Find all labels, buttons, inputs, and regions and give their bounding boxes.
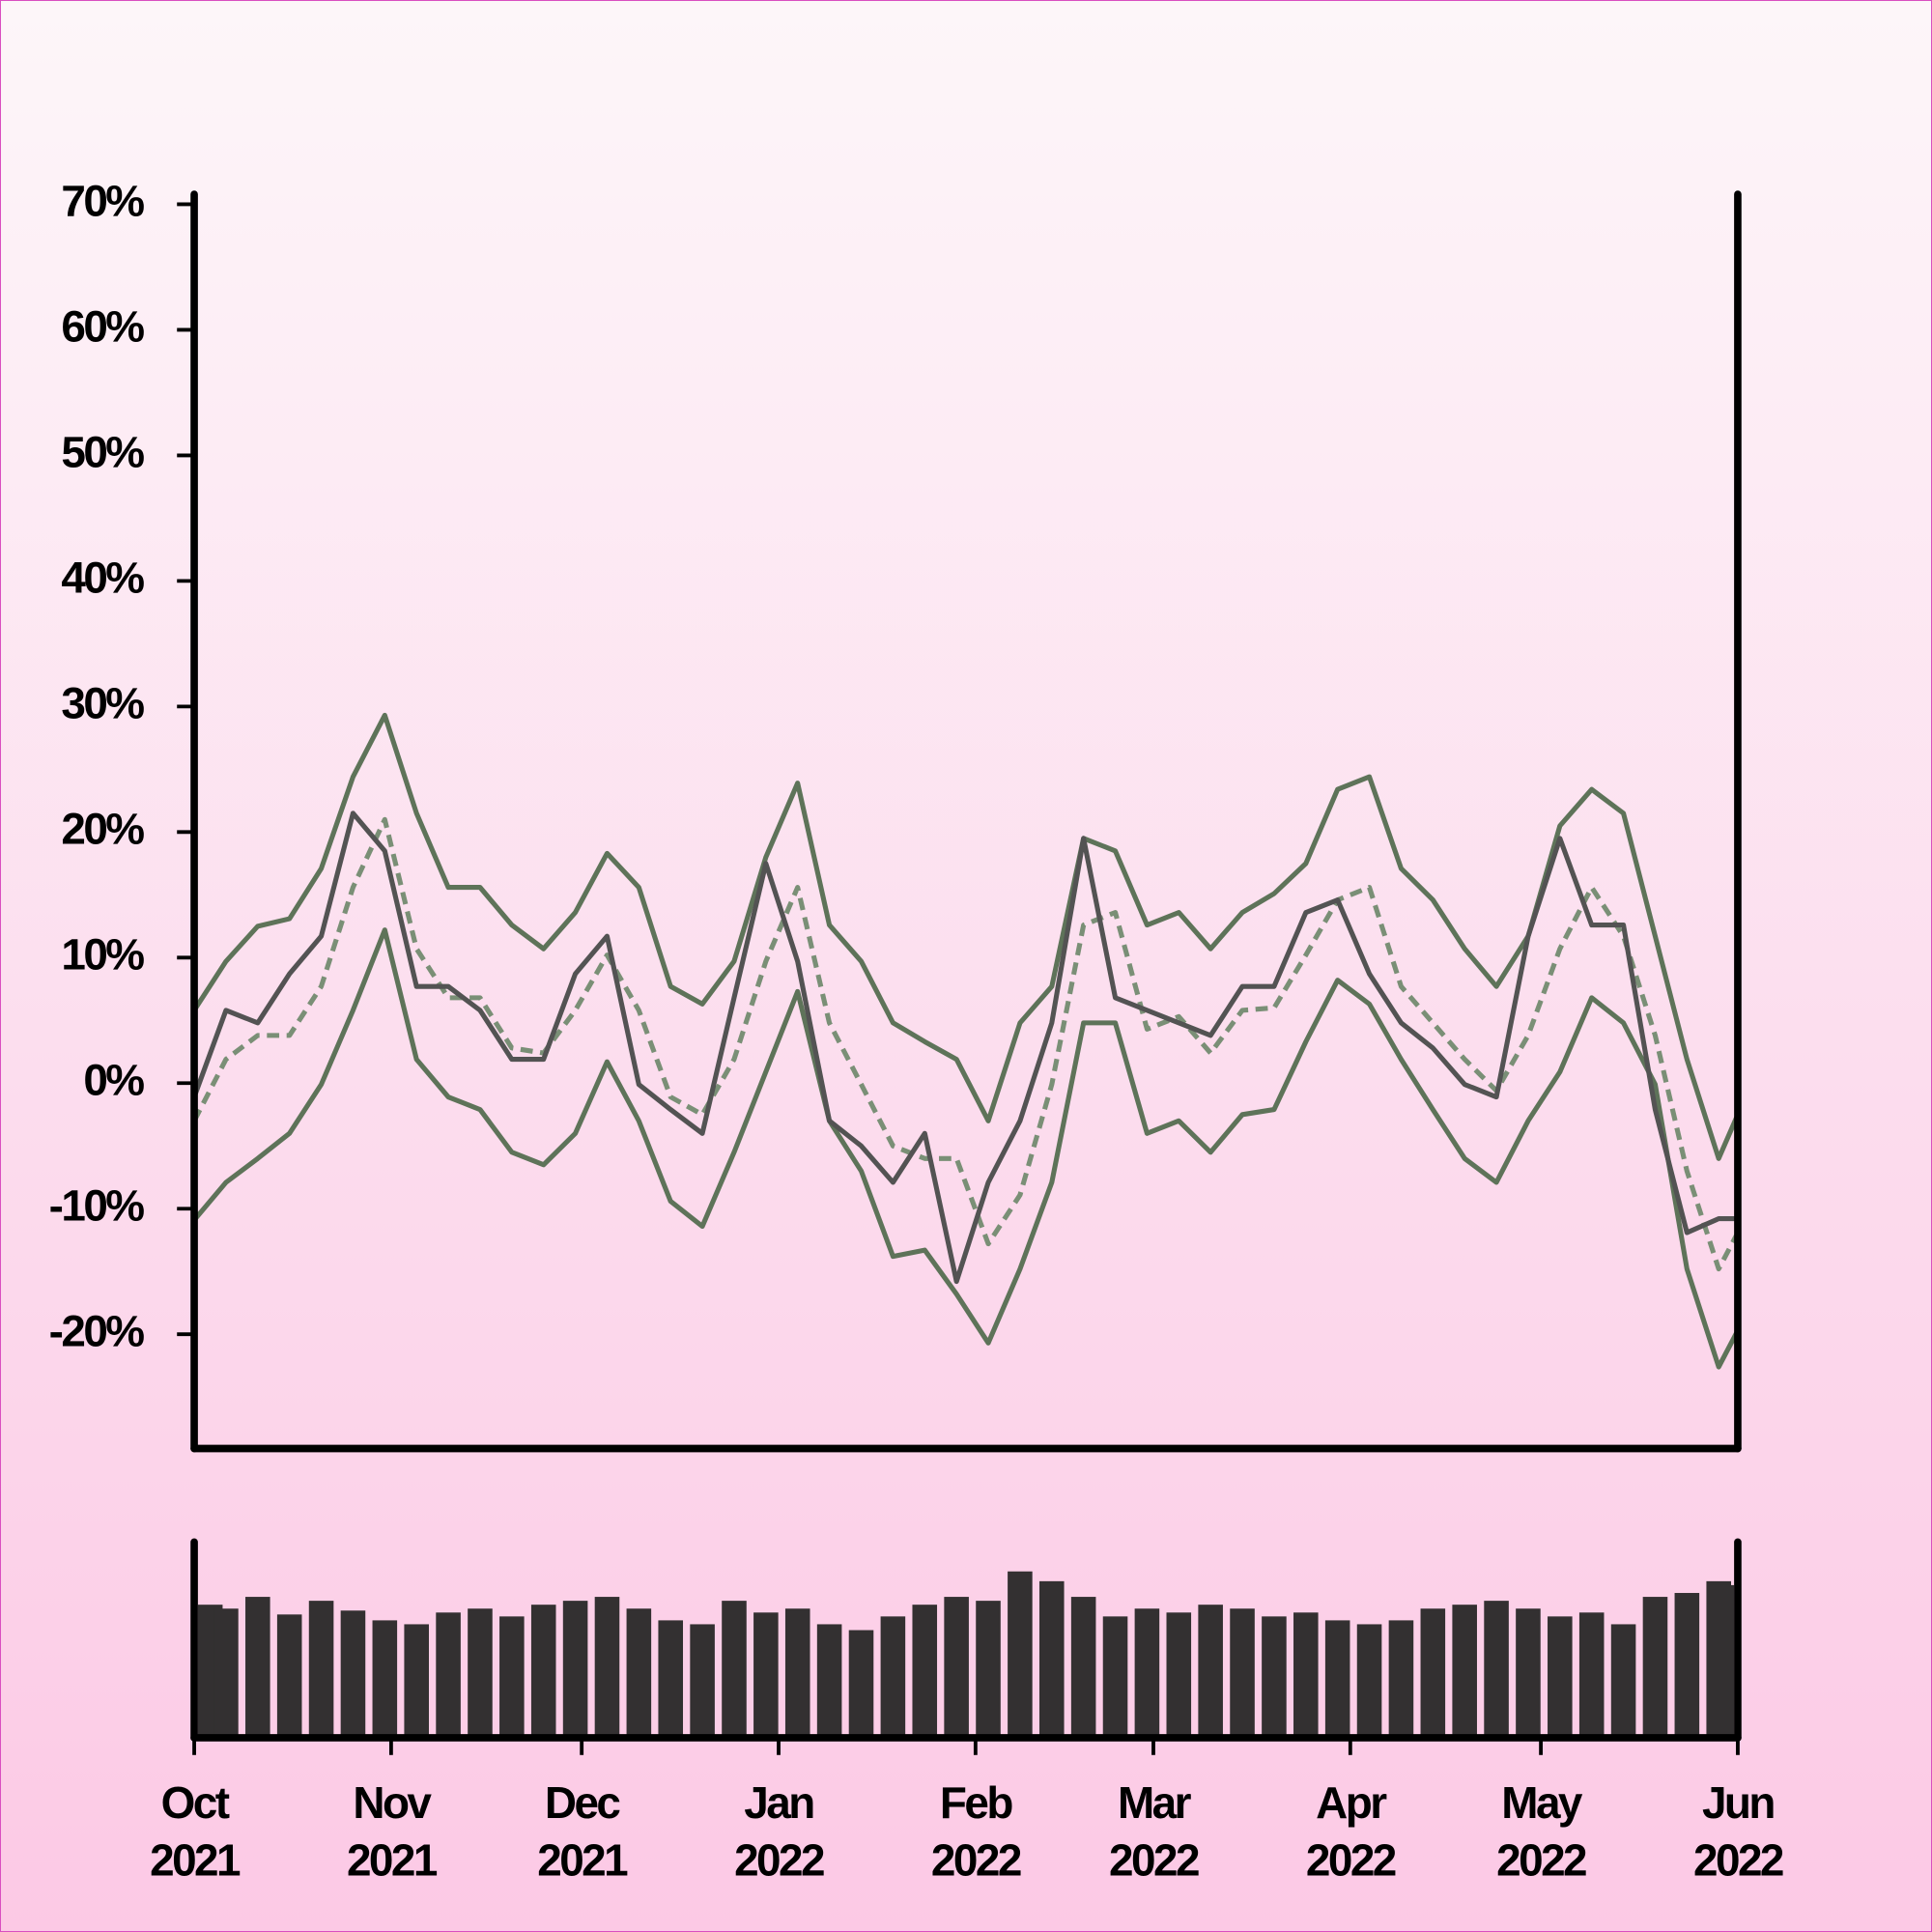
- y-tick-label: -10%: [49, 1179, 145, 1230]
- series-line: [192, 927, 1741, 1370]
- volume-bar: [1610, 1624, 1636, 1738]
- volume-bar: [468, 1608, 493, 1738]
- volume-bar: [912, 1605, 938, 1738]
- x-tick-label: Apr 2022: [1305, 1776, 1397, 1886]
- x-tick-label-box: Mar 2022: [1109, 1776, 1200, 1886]
- x-tick-label-box: Nov 2021: [346, 1776, 438, 1886]
- x-tick-label: Dec 2021: [537, 1776, 628, 1886]
- volume-bar: [658, 1620, 684, 1738]
- volume-bar: [880, 1616, 906, 1738]
- y-tick-label: 30%: [61, 677, 144, 727]
- volume-bar: [1070, 1597, 1096, 1738]
- volume-bar: [594, 1597, 620, 1738]
- volume-bar: [1166, 1612, 1192, 1738]
- x-tick-label-box: Dec 2021: [537, 1776, 628, 1886]
- x-tick-label: Nov 2021: [346, 1776, 438, 1886]
- volume-bar: [308, 1601, 334, 1738]
- y-tick-label: -20%: [49, 1305, 145, 1355]
- volume-bar: [1548, 1616, 1573, 1738]
- x-tick-label: Feb 2022: [930, 1776, 1022, 1886]
- x-tick-label-box: Feb 2022: [930, 1776, 1022, 1886]
- y-tick-label: 40%: [61, 552, 144, 602]
- volume-bar: [753, 1612, 779, 1738]
- volume-bar: [1516, 1608, 1541, 1738]
- series-line: [191, 712, 1741, 1161]
- x-tick-label: Jan 2022: [734, 1776, 825, 1886]
- volume-bar: [1578, 1612, 1605, 1738]
- y-tick-label: 0%: [83, 1054, 144, 1104]
- volume-bar: [1198, 1605, 1223, 1738]
- y-tick-label: 20%: [61, 803, 144, 853]
- volume-bar: [1008, 1571, 1033, 1738]
- volume-bar: [562, 1601, 588, 1738]
- x-tick-label: Mar 2022: [1109, 1776, 1200, 1886]
- volume-bar: [1102, 1616, 1128, 1738]
- volume-bar: [1293, 1612, 1319, 1738]
- volume-bar: [1452, 1605, 1477, 1738]
- x-tick-label: Oct 2021: [150, 1776, 241, 1886]
- volume-bar: [499, 1616, 525, 1738]
- volume-bar: [1674, 1593, 1700, 1738]
- volume-bar: [1324, 1620, 1350, 1738]
- y-tick-label: 50%: [61, 427, 144, 477]
- x-tick-label-box: Apr 2022: [1305, 1776, 1397, 1886]
- volume-bar: [1262, 1616, 1287, 1738]
- volume-bar: [784, 1608, 810, 1738]
- axes: -20% -10% 0% 10% 20% 30% 40% 50% 60% 70% Oct 2021 N…: [49, 176, 1785, 1886]
- volume-bar: [1388, 1620, 1414, 1738]
- volume-bar: [816, 1624, 842, 1738]
- x-tick-label-box: Jun 2022: [1693, 1776, 1784, 1886]
- volume-bar: [1484, 1601, 1509, 1738]
- volume-bar: [213, 1608, 239, 1738]
- series-line: [191, 816, 1741, 1272]
- volume-bar: [276, 1614, 302, 1738]
- y-tick-label: 10%: [61, 928, 144, 979]
- x-tick-label: Jun 2022: [1693, 1776, 1784, 1886]
- y-tick-label: 70%: [61, 176, 144, 226]
- volume-bar: [436, 1612, 461, 1738]
- volume-bar: [722, 1601, 747, 1738]
- volume-bar: [944, 1597, 969, 1738]
- volume-bar: [1230, 1608, 1255, 1738]
- volume-bar: [530, 1605, 556, 1738]
- x-tick-label-box: Jan 2022: [734, 1776, 825, 1886]
- volume-bar: [372, 1620, 398, 1738]
- volume-bar: [1709, 1584, 1735, 1738]
- volume-bar: [690, 1624, 715, 1738]
- x-tick-label-box: Oct 2021: [150, 1776, 241, 1886]
- volume-bar: [1038, 1580, 1065, 1738]
- plot-area: [191, 712, 1741, 1738]
- volume-bar: [1642, 1597, 1668, 1738]
- series-line: [191, 810, 1738, 1285]
- x-tick-label-box: May 2022: [1496, 1776, 1587, 1886]
- volume-bar: [340, 1610, 366, 1738]
- volume-bar: [1420, 1608, 1446, 1738]
- volume-bar: [976, 1601, 1001, 1738]
- volume-bar: [626, 1608, 652, 1738]
- volume-bar: [1356, 1624, 1382, 1738]
- volume-bar: [1134, 1608, 1160, 1738]
- y-tick-label: 60%: [61, 301, 144, 352]
- volume-bar: [245, 1597, 270, 1738]
- volume-bar: [404, 1624, 429, 1738]
- volume-bar: [848, 1630, 874, 1738]
- x-tick-label: May 2022: [1496, 1776, 1587, 1886]
